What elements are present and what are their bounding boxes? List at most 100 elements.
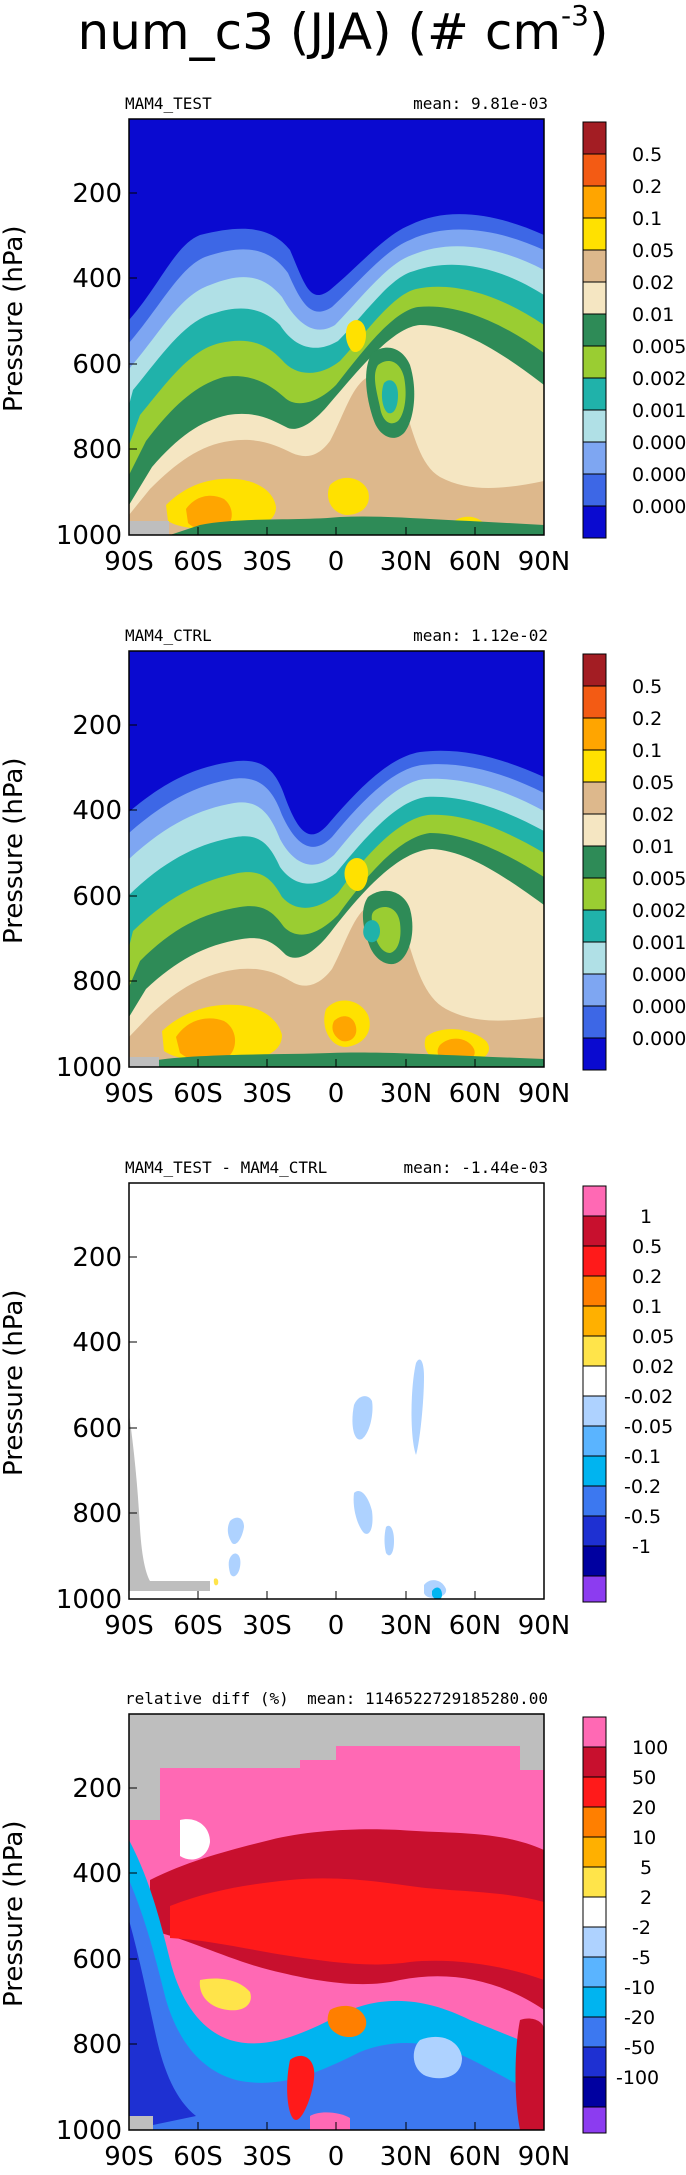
panel-label: MAM4_TEST - MAM4_CTRL xyxy=(125,1158,328,1177)
y-tick-label-600: 600 xyxy=(72,350,122,380)
colorbar-label: -0.02 xyxy=(624,1386,673,1408)
colorbar-swatch xyxy=(582,1305,607,1337)
colorbar-label: 0.5 xyxy=(632,144,662,166)
x-tick-label-90N: 90N xyxy=(518,1611,571,1641)
x-tick-label-0: 0 xyxy=(328,1611,345,1641)
colorbar-label: -10 xyxy=(624,1977,655,1999)
contour-band-neg-0.05-e xyxy=(353,1491,373,1534)
x-tick-label-90S: 90S xyxy=(104,1079,154,1109)
colorbar-swatch xyxy=(582,1545,607,1577)
y-tick-label-200: 200 xyxy=(72,711,122,741)
y-tick-label-400: 400 xyxy=(72,264,122,294)
colorbar-swatch xyxy=(582,845,607,879)
contour-band-pos-50-nh xyxy=(515,2018,544,2130)
y-tick-label-400: 400 xyxy=(72,796,122,826)
contour-band-pos-5 xyxy=(199,1978,251,2011)
colorbar-label: 10 xyxy=(632,1827,656,1849)
contour-field xyxy=(129,119,544,535)
colorbar-swatch xyxy=(582,1956,607,1988)
y-axis-ticks: 200 400 600 800 1000 xyxy=(56,1774,137,2146)
colorbar-label: 0.1 xyxy=(632,208,662,230)
x-tick-label-30S: 30S xyxy=(242,2142,292,2172)
colorbar-swatch xyxy=(582,281,607,315)
y-tick-label-600: 600 xyxy=(72,882,122,912)
colorbar-label: 0.2 xyxy=(632,708,662,730)
x-tick-label-30N: 30N xyxy=(380,1611,433,1641)
colorbar-swatch xyxy=(582,1365,607,1397)
missing-data-mask-surface xyxy=(129,2116,153,2130)
x-axis-ticks: 90S 60S 30S 0 30N 60N 90N xyxy=(104,1591,570,1641)
x-tick-label-60S: 60S xyxy=(173,1079,223,1109)
contour-band-pos-20 xyxy=(170,1878,544,1980)
x-tick-label-60N: 60N xyxy=(449,1079,502,1109)
colorbar-swatch xyxy=(582,685,607,719)
panel-stat: mean: 1.12e-02 xyxy=(413,626,548,645)
colorbar-swatch xyxy=(582,1275,607,1307)
colorbar-label: 5 xyxy=(640,1857,652,1879)
y-tick-label-400: 400 xyxy=(72,1328,122,1358)
y-axis-ticks: 200 400 600 800 1000 xyxy=(56,1243,137,1615)
x-tick-label-90S: 90S xyxy=(104,1611,154,1641)
y-tick-label-600: 600 xyxy=(72,1945,122,1975)
contour-band-orange-sh xyxy=(186,495,232,531)
colorbar-label: 0.05 xyxy=(632,240,674,262)
y-tick-label-200: 200 xyxy=(72,1774,122,1804)
colorbar-swatch xyxy=(582,441,607,475)
colorbar-label: -50 xyxy=(624,2037,655,2059)
colorbar-swatch xyxy=(582,121,607,155)
x-tick-label-60N: 60N xyxy=(449,1611,502,1641)
x-tick-label-60S: 60S xyxy=(173,2142,223,2172)
colorbar-label: 0.01 xyxy=(632,304,674,326)
contour-band-pos-0.02 xyxy=(213,1578,219,1586)
x-tick-label-30N: 30N xyxy=(380,547,433,577)
colorbar-label: 0.5 xyxy=(632,676,662,698)
y-tick-label-200: 200 xyxy=(72,179,122,209)
colorbar-swatch xyxy=(582,377,607,411)
colorbar-label: 0.002 xyxy=(632,368,686,390)
x-tick-label-30S: 30S xyxy=(242,547,292,577)
y-axis-label: Pressure (hPa) xyxy=(0,1289,29,1477)
colorbar-swatch xyxy=(582,1986,607,2018)
colorbar-label: -0.05 xyxy=(624,1416,673,1438)
colorbar-swatch xyxy=(582,1896,607,1928)
colorbar-label: 0.002 xyxy=(632,900,686,922)
colorbar-swatch xyxy=(582,1776,607,1808)
colorbar-label: 0.05 xyxy=(632,1326,674,1348)
y-tick-label-400: 400 xyxy=(72,1859,122,1889)
colorbar-swatch xyxy=(582,1335,607,1367)
colorbar-swatch xyxy=(582,2046,607,2078)
contour-band-neg-0.05-b xyxy=(411,1359,424,1455)
x-tick-label-30S: 30S xyxy=(242,1611,292,1641)
colorbar-swatch xyxy=(582,1185,607,1217)
contour-band-yellow-eq xyxy=(327,477,369,515)
y-axis-ticks: 200 400 600 800 1000 xyxy=(56,711,137,1083)
contour-band-pos-10 xyxy=(327,2005,367,2038)
colorbar: 0.5 0.2 0.1 0.05 0.02 0.01 0.005 0.002 0… xyxy=(582,121,686,539)
x-tick-label-0: 0 xyxy=(328,547,345,577)
contour-band-lime-core xyxy=(371,907,401,953)
contour-band-yellow-nh xyxy=(344,858,368,892)
colorbar-swatch xyxy=(582,877,607,911)
y-tick-label-1000: 1000 xyxy=(56,1585,122,1615)
colorbar-swatch xyxy=(582,909,607,943)
colorbar-label: 0.02 xyxy=(632,804,674,826)
figure-title-main: num_c3 (JJA) (# cm xyxy=(77,3,562,61)
colorbar-swatch xyxy=(582,1836,607,1868)
panel-test: 200 400 600 800 1000 90S 60S 30S 0 30N 6… xyxy=(0,85,686,580)
contour-field xyxy=(129,1714,544,2130)
colorbar-swatch xyxy=(582,473,607,507)
x-tick-label-90N: 90N xyxy=(518,2142,571,2172)
colorbar-swatch xyxy=(582,153,607,187)
contour-band-background xyxy=(129,1183,544,1599)
x-tick-label-30N: 30N xyxy=(380,2142,433,2172)
panel-relative-diff: 200 400 600 800 1000 90S 60S 30S 0 30N 6… xyxy=(0,1680,686,2175)
panel-stat: mean: 9.81e-03 xyxy=(413,94,548,113)
colorbar-swatch xyxy=(582,1485,607,1517)
contour-band-orange-sh xyxy=(176,1018,236,1062)
contour-band-neg-2 xyxy=(180,1819,210,1860)
colorbar-swatch xyxy=(582,1806,607,1838)
colorbar-swatch xyxy=(582,1575,607,1603)
colorbar-label: -0.2 xyxy=(624,1476,661,1498)
panel-label: MAM4_CTRL xyxy=(125,626,212,645)
colorbar-label: 0.0001 xyxy=(632,496,686,518)
